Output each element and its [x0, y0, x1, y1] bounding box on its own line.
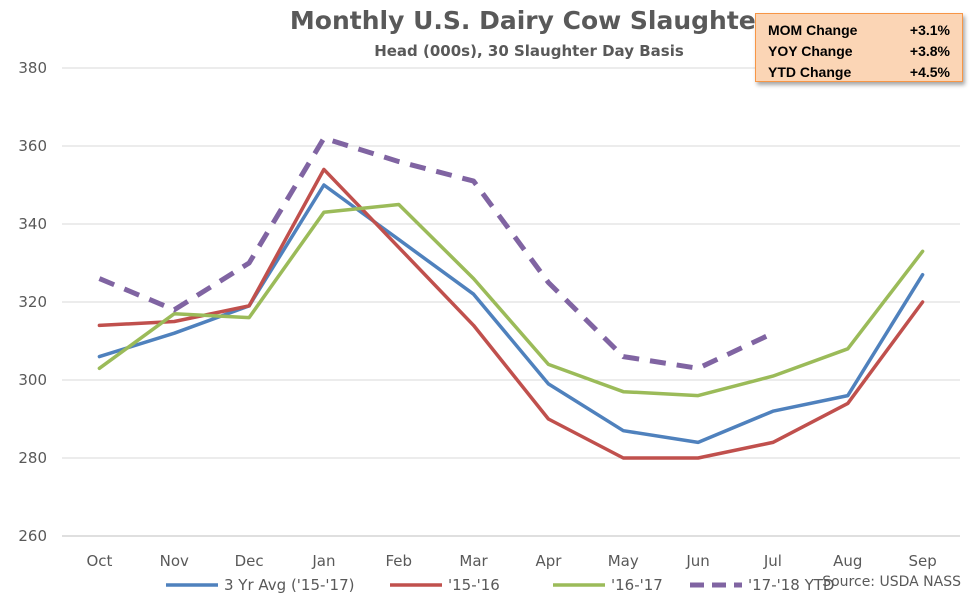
x-tick-label: Aug: [833, 552, 862, 570]
stat-label: YTD Change: [768, 64, 852, 80]
series-line: [97, 202, 925, 398]
stat-row-mom: MOM Change +3.1%: [768, 20, 950, 41]
y-tick-label: 360: [18, 137, 47, 155]
x-tick-label: Oct: [86, 552, 112, 570]
stat-value: +3.1%: [909, 22, 950, 38]
legend-label: 3 Yr Avg ('15-'17): [224, 576, 355, 594]
x-tick-label: Apr: [535, 552, 562, 570]
series-line: [97, 183, 925, 445]
y-tick-label: 340: [18, 215, 47, 233]
stat-row-yoy: YOY Change +3.8%: [768, 41, 950, 62]
series-line: [98, 135, 774, 371]
stat-value: +4.5%: [909, 64, 950, 80]
stat-label: YOY Change: [768, 43, 853, 59]
stat-row-ytd: YTD Change +4.5%: [768, 62, 950, 83]
x-tick-label: Jan: [311, 552, 335, 570]
series-line: [97, 167, 925, 460]
y-tick-label: 280: [18, 449, 47, 467]
source-note: Source: USDA NASS: [822, 574, 961, 590]
stat-value: +3.8%: [909, 43, 950, 59]
x-tick-label: May: [608, 552, 639, 570]
x-tick-label: Jul: [763, 552, 782, 570]
legend-label: '17-'18 YTD: [748, 576, 834, 594]
y-tick-label: 300: [18, 371, 47, 389]
change-stats-box: MOM Change +3.1% YOY Change +3.8% YTD Ch…: [755, 13, 963, 82]
chart-title: Monthly U.S. Dairy Cow Slaughter: [289, 6, 769, 35]
legend-label: '15-'16: [448, 576, 500, 594]
x-tick-label: Nov: [160, 552, 189, 570]
x-tick-label: Jun: [685, 552, 709, 570]
legend-label: '16-'17: [611, 576, 663, 594]
y-tick-label: 260: [18, 527, 47, 545]
chart-subtitle: Head (000s), 30 Slaughter Day Basis: [374, 42, 684, 60]
stat-label: MOM Change: [768, 22, 858, 38]
x-tick-label: Sep: [908, 552, 936, 570]
y-tick-label: 320: [18, 293, 47, 311]
x-tick-label: Feb: [385, 552, 412, 570]
y-tick-label: 380: [18, 59, 47, 77]
x-tick-label: Dec: [235, 552, 264, 570]
x-tick-label: Mar: [459, 552, 488, 570]
